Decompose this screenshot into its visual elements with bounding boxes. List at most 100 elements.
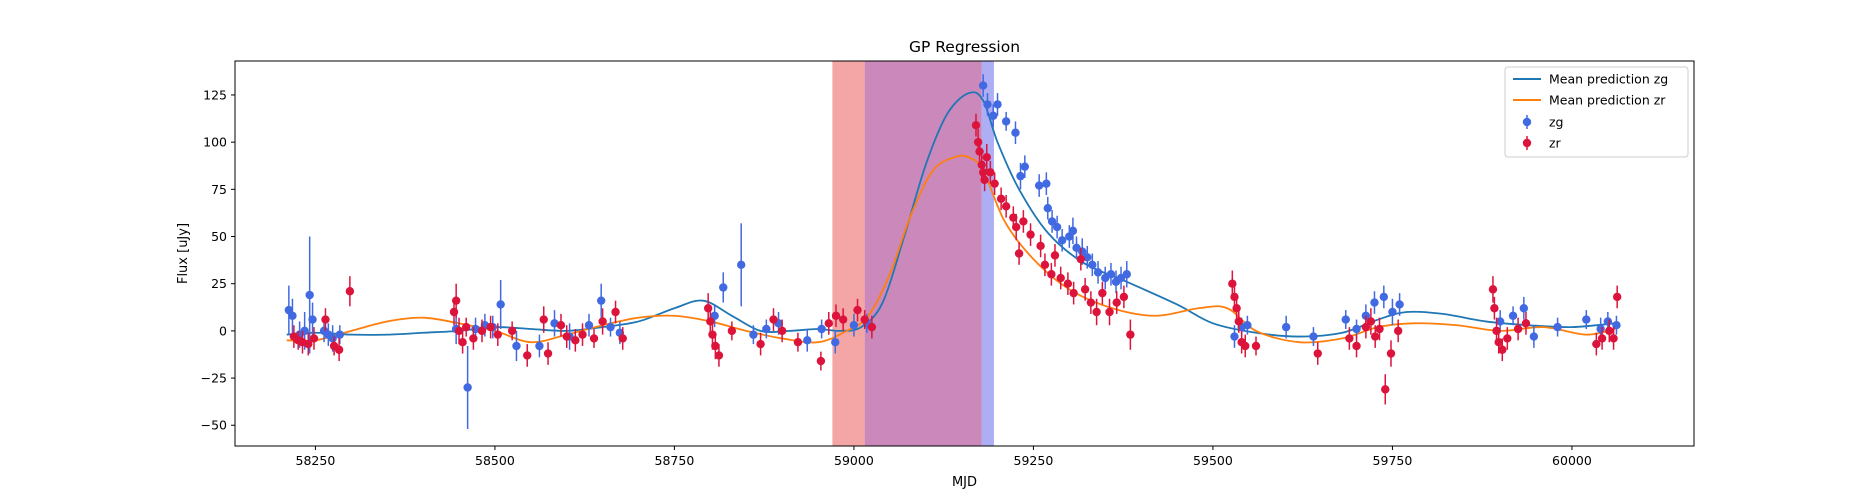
y-axis-label: Flux [uJy] [176,223,191,284]
zg-point-39 [1001,117,1011,126]
shaded-region-0 [832,61,865,446]
y-tick-label-0: 0 [219,323,227,338]
zr-point-19 [523,351,532,360]
zr-point-105 [1597,334,1607,343]
zr-point-90 [1366,317,1376,326]
zr-point-28 [611,307,620,317]
zr-point-76 [1112,298,1121,307]
chart-title: GP Regression [909,38,1020,56]
zr-point-67 [1056,273,1065,283]
zr-point-71 [1080,285,1090,294]
legend-marker-dot-zr [1522,138,1532,148]
zr-point-32 [708,330,717,339]
series-zr [289,113,1622,405]
zr-point-48 [973,137,983,147]
zr-point-23 [562,332,571,341]
zr-point-15 [477,326,487,336]
legend: Mean prediction zg Mean prediction zr zg… [1504,66,1689,158]
x-tick-label-59250: 59250 [1014,453,1054,468]
zg-point-76 [1529,332,1539,341]
zr-point-47 [971,120,981,130]
zg-point-44 [1042,179,1051,188]
zr-point-88 [1352,341,1361,351]
prediction-line-zg [286,91,1616,338]
x-axis-label: MJD [952,475,977,490]
zr-point-11 [454,326,464,336]
y-tick-label-100: 100 [203,135,227,150]
zg-point-81 [1612,321,1621,330]
zg-point-41 [1016,171,1025,181]
x-tick-label-59750: 59750 [1373,453,1413,468]
zg-point-35 [978,81,988,90]
zr-point-16 [486,322,495,332]
zr-point-3 [304,339,313,349]
zr-point-63 [1036,241,1045,251]
zg-point-63 [1243,321,1252,330]
zg-point-18 [550,319,559,328]
zg-point-67 [1352,324,1361,334]
x-tick-label-59500: 59500 [1193,453,1233,468]
zr-point-36 [756,339,765,349]
x-tick-label-58500: 58500 [475,453,515,468]
zr-point-29 [618,334,627,343]
zr-point-9 [449,307,459,317]
zg-point-33 [849,321,859,330]
zg-point-61 [1230,332,1239,341]
zr-point-54 [986,168,995,177]
zr-point-44 [853,305,862,315]
zg-point-21 [596,296,606,305]
zg-point-50 [1068,226,1078,236]
y-tick-label-50: 50 [211,229,227,244]
zr-point-45 [860,315,869,324]
zr-point-86 [1313,349,1322,358]
zg-point-25 [719,283,728,292]
zr-point-31 [706,317,715,326]
x-tick-label-58750: 58750 [655,453,695,468]
zg-point-53 [1083,253,1092,262]
zr-point-10 [451,296,461,305]
zg-point-40 [1011,128,1020,137]
zg-point-42 [1020,162,1030,171]
zr-point-13 [461,322,471,332]
zr-point-65 [1047,270,1056,279]
zg-point-37 [989,111,998,120]
zg-point-16 [512,341,521,351]
zg-point-69 [1370,298,1379,307]
zg-point-15 [496,300,505,309]
zr-point-25 [578,330,587,339]
zg-point-70 [1379,292,1389,302]
zr-point-100 [1498,345,1507,354]
zr-point-70 [1076,254,1086,264]
zg-point-32 [831,338,840,347]
zr-point-95 [1393,326,1403,336]
zr-point-92 [1375,324,1384,334]
zr-point-94 [1386,349,1396,358]
zr-point-37 [769,315,778,324]
zg-point-9 [335,330,345,339]
zg-point-75 [1519,304,1529,313]
zr-point-75 [1105,307,1114,317]
zg-point-79 [1596,324,1605,334]
zr-point-35 [727,326,737,336]
zr-point-80 [1230,292,1239,302]
zg-point-43 [1034,181,1044,190]
zr-point-22 [556,321,566,330]
legend-marker-zr [1522,136,1532,150]
zg-point-48 [1057,236,1067,245]
zr-point-27 [598,317,607,326]
zr-point-74 [1098,288,1107,298]
zg-point-80 [1603,317,1613,326]
zr-point-33 [711,341,720,351]
zg-point-46 [1047,217,1057,226]
y-tick-label-25: 25 [211,276,227,291]
x-axis-ticks: 58250 58500 58750 59000 59250 59500 59750 60000 [296,446,1592,468]
zr-point-42 [831,311,841,320]
zr-point-79 [1228,279,1237,288]
zr-point-56 [996,194,1006,203]
zg-point-8 [328,334,337,343]
zr-point-68 [1063,279,1073,288]
zr-point-96 [1488,285,1498,294]
zr-point-104 [1592,339,1601,349]
zr-point-55 [990,179,999,188]
